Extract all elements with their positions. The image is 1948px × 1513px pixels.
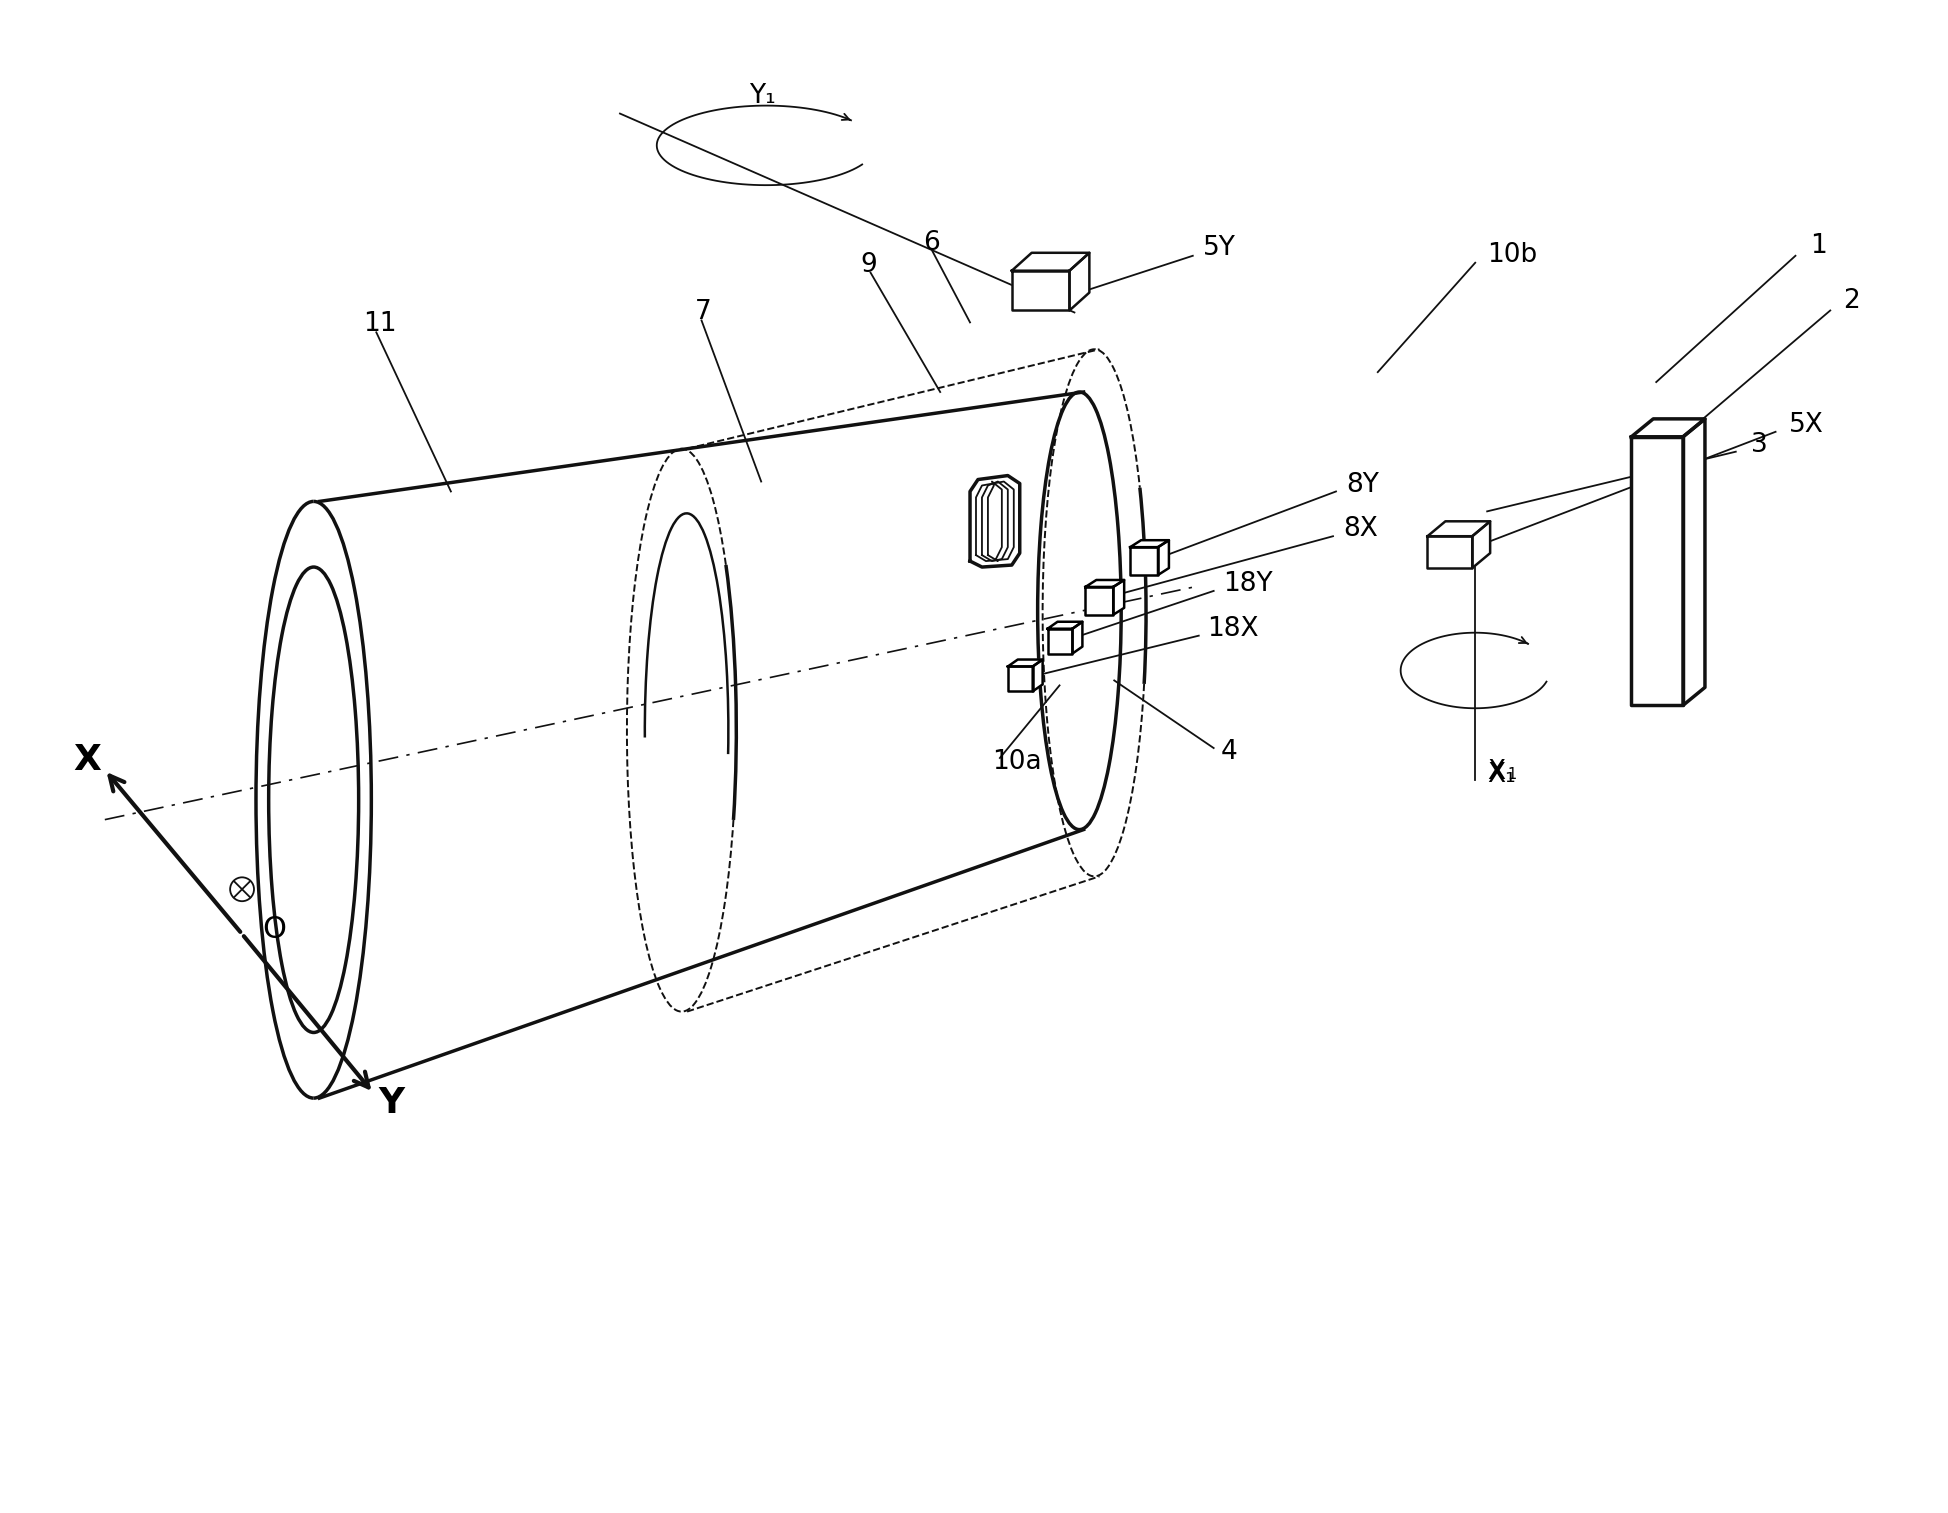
Text: $_1$: $_1$ <box>1506 763 1516 782</box>
Polygon shape <box>1630 437 1683 705</box>
Polygon shape <box>1048 622 1081 629</box>
Polygon shape <box>1011 271 1069 310</box>
Text: 7: 7 <box>693 300 711 325</box>
Polygon shape <box>1007 667 1032 691</box>
Text: 5X: 5X <box>1788 412 1823 437</box>
Text: 5Y: 5Y <box>1202 235 1235 260</box>
Polygon shape <box>1426 522 1490 536</box>
Text: 8Y: 8Y <box>1346 472 1377 498</box>
Polygon shape <box>1048 629 1071 654</box>
Polygon shape <box>1032 660 1042 691</box>
Text: O: O <box>261 914 286 944</box>
Text: X₁: X₁ <box>1486 763 1516 788</box>
Text: X: X <box>72 743 101 778</box>
Text: 9: 9 <box>861 251 877 278</box>
Polygon shape <box>1157 540 1169 575</box>
Text: 4: 4 <box>1219 738 1237 766</box>
Polygon shape <box>1085 579 1124 587</box>
Polygon shape <box>1630 419 1704 437</box>
Polygon shape <box>1112 579 1124 614</box>
Text: 3: 3 <box>1749 431 1767 458</box>
Polygon shape <box>1085 587 1112 614</box>
Polygon shape <box>1130 548 1157 575</box>
Polygon shape <box>1011 253 1089 271</box>
Polygon shape <box>1071 622 1081 654</box>
Text: 8X: 8X <box>1342 516 1377 542</box>
Polygon shape <box>1069 253 1089 310</box>
Text: 18X: 18X <box>1206 616 1258 642</box>
Text: 10b: 10b <box>1486 242 1537 268</box>
Text: Y₁: Y₁ <box>748 83 775 109</box>
Polygon shape <box>1007 660 1042 667</box>
Text: Y: Y <box>378 1086 403 1120</box>
Polygon shape <box>1130 540 1169 548</box>
Text: 10a: 10a <box>992 749 1040 775</box>
Text: X: X <box>1486 760 1504 785</box>
Text: 11: 11 <box>362 312 397 337</box>
Polygon shape <box>1426 536 1471 567</box>
Text: 18Y: 18Y <box>1223 570 1272 598</box>
Text: 1: 1 <box>1810 233 1825 259</box>
Polygon shape <box>1683 419 1704 705</box>
Polygon shape <box>1471 522 1490 567</box>
Text: 6: 6 <box>923 230 939 256</box>
Text: 2: 2 <box>1843 287 1858 313</box>
